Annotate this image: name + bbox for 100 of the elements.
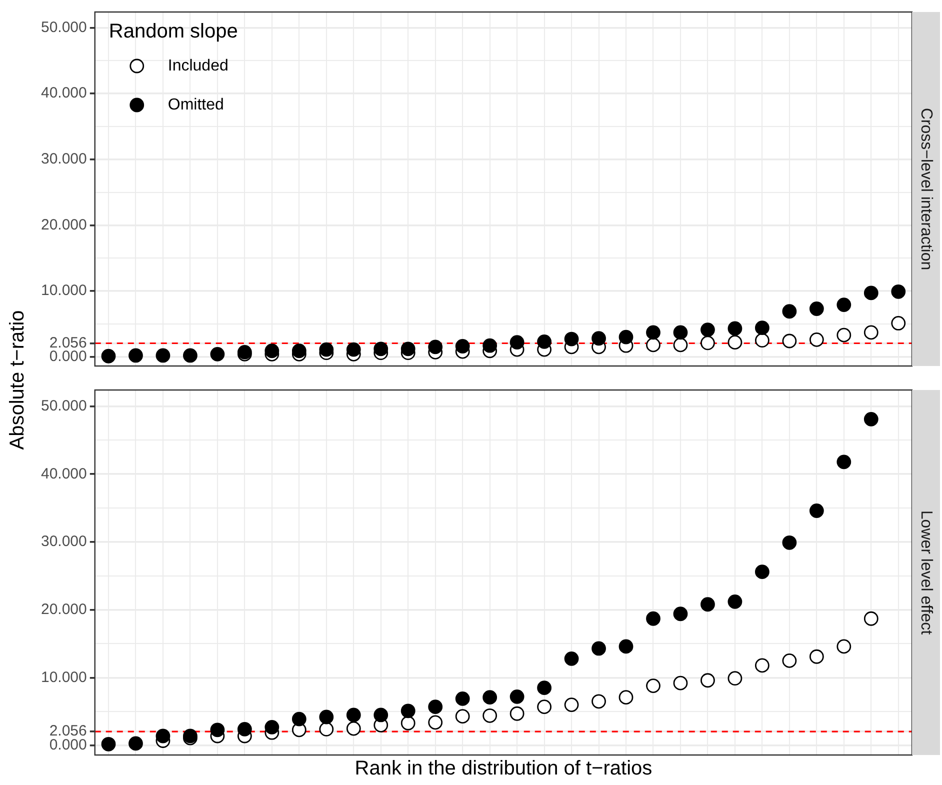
point: [782, 653, 797, 668]
point: [482, 338, 498, 353]
y-tick-label: 10.000: [40, 668, 87, 686]
point: [700, 673, 715, 688]
text: Lower level effect: [918, 510, 935, 636]
point: [319, 342, 334, 357]
point: [836, 454, 852, 470]
point: [809, 504, 824, 518]
point: [156, 728, 170, 744]
point: [292, 344, 306, 358]
text: Cross−level interaction: [918, 108, 935, 270]
point: [864, 325, 878, 340]
point: [836, 639, 852, 654]
point: [809, 302, 824, 316]
point: [482, 690, 498, 705]
point: [428, 700, 443, 714]
point: [809, 649, 824, 664]
point: [374, 342, 388, 356]
point: [210, 722, 225, 738]
point: [292, 712, 306, 726]
point: [864, 412, 878, 426]
point: [809, 332, 824, 347]
point: [346, 721, 361, 736]
point: [564, 332, 579, 346]
point: [592, 641, 606, 656]
point: [428, 715, 443, 730]
point: [183, 348, 198, 363]
point: [592, 331, 606, 346]
point: [891, 316, 906, 330]
point: [319, 710, 334, 724]
point: [728, 671, 742, 686]
point: [618, 690, 634, 705]
point: [700, 322, 715, 338]
point: [455, 339, 470, 354]
point: [537, 680, 552, 696]
point: [564, 698, 579, 712]
point: [646, 611, 660, 626]
legend-title: Random slope: [108, 20, 238, 43]
y-axis-title: Absolute t−ratio: [6, 310, 30, 450]
y-tick-label: 40.000: [40, 465, 87, 482]
point: [156, 348, 170, 363]
y-tick-label: 50.000: [40, 397, 87, 414]
point: [673, 325, 688, 340]
point: [754, 564, 770, 580]
point: [673, 338, 688, 352]
point: [455, 691, 470, 706]
point: [754, 333, 770, 348]
y-tick-label: 20.000: [40, 216, 87, 234]
point: [264, 720, 280, 734]
point: [564, 651, 579, 666]
point: [455, 709, 470, 724]
point: [891, 284, 906, 299]
point: [400, 716, 416, 730]
x-axis-title: Rank in the distribution of t−ratios: [354, 758, 652, 780]
point: [673, 606, 688, 622]
y-tick-label: 30.000: [40, 150, 87, 168]
point: [700, 336, 715, 350]
point: [646, 678, 660, 693]
point: [346, 708, 361, 722]
point: [782, 304, 797, 319]
point: [782, 535, 797, 550]
point: [428, 340, 443, 354]
point: [754, 658, 770, 673]
point: [374, 708, 388, 722]
point: [728, 335, 742, 350]
point: [673, 676, 688, 690]
point: [646, 338, 660, 352]
y-tick-label: 50.000: [40, 18, 87, 36]
point: [101, 348, 116, 364]
y-tick-label: 20.000: [40, 600, 87, 618]
y-tick-label: 10.000: [40, 282, 87, 300]
point: [700, 597, 715, 612]
point: [510, 335, 524, 350]
point: [836, 298, 852, 312]
point: [482, 708, 498, 723]
point: [237, 722, 252, 736]
point: [618, 639, 634, 654]
point: [864, 286, 878, 300]
point: [510, 706, 524, 721]
point: [400, 704, 416, 718]
legend-label: Omitted: [168, 96, 224, 114]
point: [646, 325, 660, 340]
point: [128, 348, 143, 363]
point: [400, 342, 416, 356]
y-tick-label: 40.000: [40, 84, 87, 102]
point: [728, 321, 742, 336]
point: [537, 700, 552, 714]
point: [864, 611, 878, 626]
point: [210, 346, 225, 362]
legend-label: Included: [168, 57, 228, 74]
point: [618, 330, 634, 344]
y-tick-label: 30.000: [40, 533, 87, 550]
point: [836, 328, 852, 342]
point: [101, 736, 116, 752]
point: [128, 736, 143, 751]
point: [782, 334, 797, 348]
point: [728, 594, 742, 609]
point: [754, 320, 770, 336]
point: [346, 342, 361, 357]
point: [537, 334, 552, 349]
